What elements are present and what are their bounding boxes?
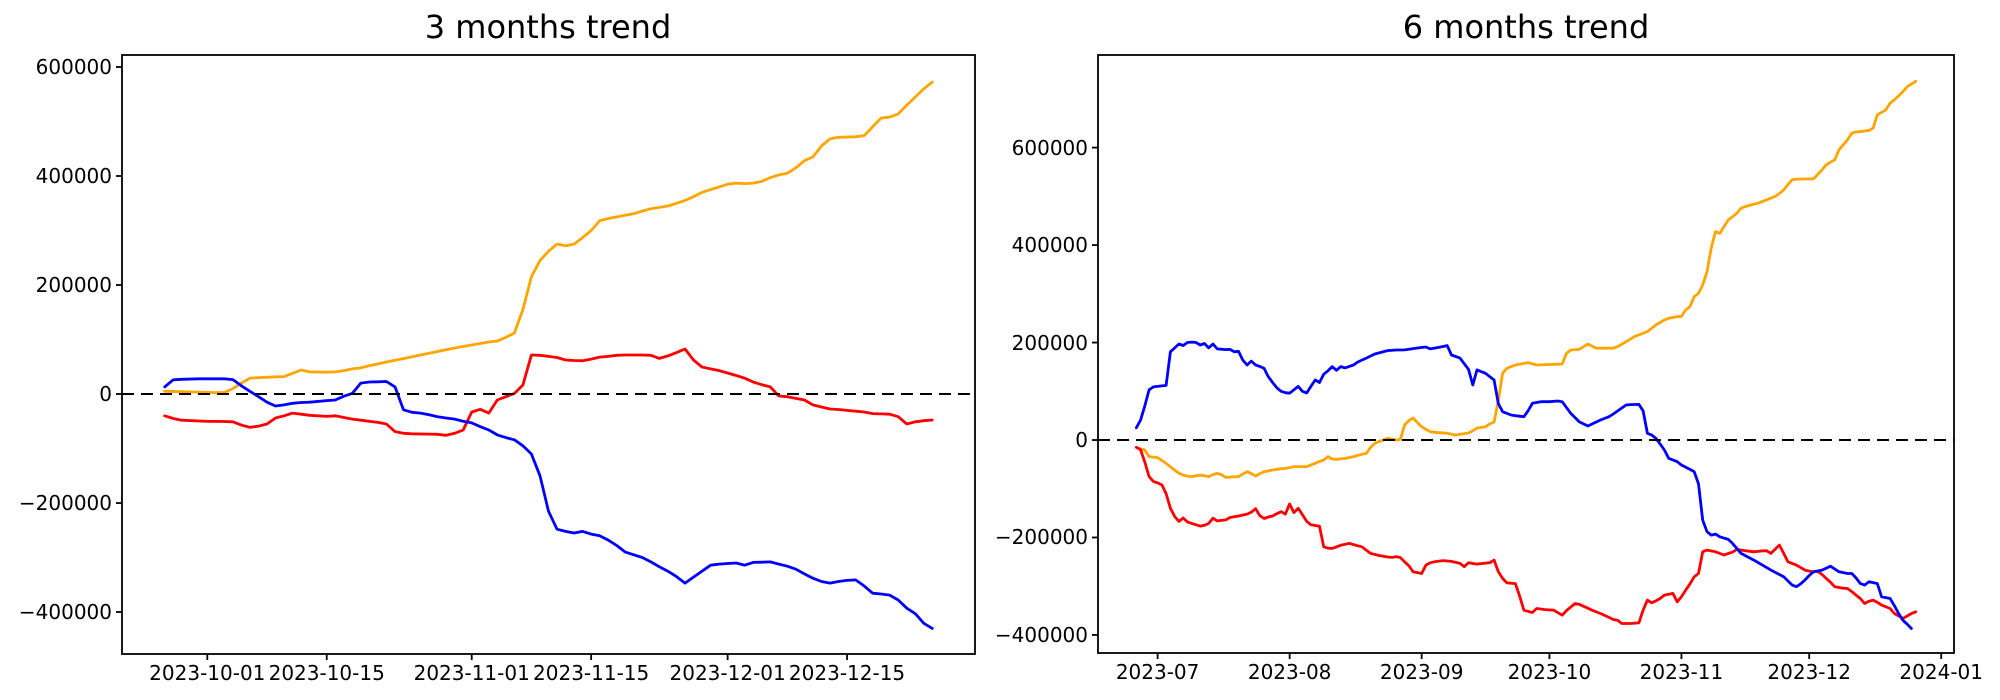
y-tick-label: −200000: [18, 491, 112, 516]
x-tick-label: 2023-12-01: [669, 661, 786, 685]
y-tick-label: −200000: [994, 525, 1088, 550]
axes-spines: [121, 54, 976, 655]
x-tick-label: 2023-08: [1247, 660, 1332, 684]
y-tick-label: −400000: [994, 622, 1088, 647]
series-line-orange: [1134, 79, 1918, 479]
x-tick-label: 2024-01: [1899, 660, 1983, 684]
y-tick-label: 600000: [1011, 135, 1088, 160]
series-line-red: [163, 347, 934, 437]
series-line-red: [1134, 445, 1918, 625]
y-tick-label: 0: [1075, 428, 1088, 453]
y-tick-label: 200000: [35, 273, 112, 297]
x-tick-label: 2023-10-01: [149, 661, 266, 685]
x-tick-label: 2023-12: [1767, 660, 1851, 684]
series-line-orange: [163, 80, 934, 395]
x-tick-label: 2023-09: [1379, 660, 1464, 684]
x-tick-label: 2023-12-15: [788, 661, 906, 685]
x-tick-label: 2023-11-01: [413, 661, 530, 685]
x-tick-label: 2023-10-15: [268, 661, 385, 685]
y-tick-label: 600000: [35, 54, 112, 79]
y-tick-label: 400000: [1011, 233, 1088, 258]
y-tick-label: −400000: [18, 600, 112, 625]
x-tick-label: 2023-11: [1639, 660, 1724, 684]
series-line-blue: [1134, 340, 1913, 630]
chart-title-6-months: 6 months trend: [1402, 8, 1650, 46]
y-tick-label: 200000: [1011, 330, 1088, 355]
x-tick-label: 2023-11-15: [533, 661, 650, 685]
plot-area: [1092, 54, 1955, 659]
chart-title-3-months: 3 months trend: [424, 8, 672, 46]
x-tick-label: 2023-07: [1115, 660, 1200, 684]
y-tick-label: 0: [99, 382, 112, 406]
series-line-blue: [163, 377, 934, 630]
plot-area: [116, 54, 976, 660]
axes-spines: [1097, 54, 1955, 654]
y-tick-label: 400000: [35, 163, 112, 188]
x-tick-label: 2023-10: [1507, 660, 1592, 684]
